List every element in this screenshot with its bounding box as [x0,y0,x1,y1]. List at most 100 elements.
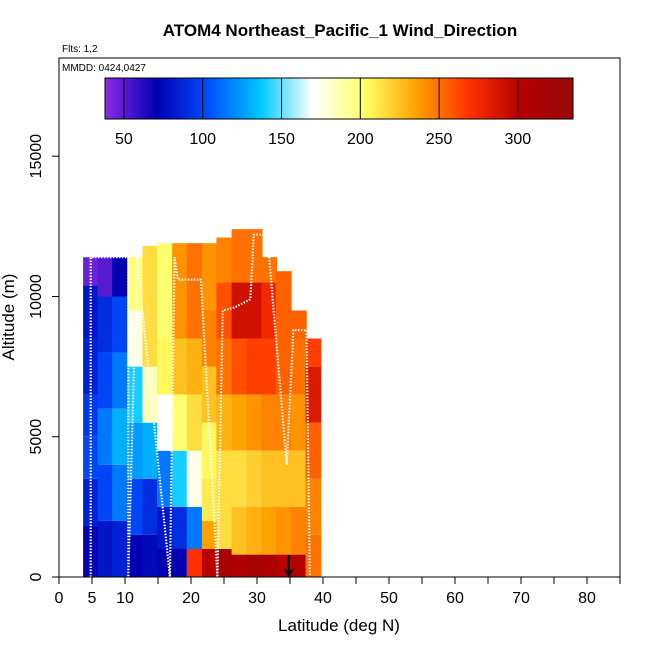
x-tick-label: 30 [248,590,266,607]
heatmap-cell [186,394,203,451]
heatmap-cell [246,394,263,451]
colorbar-tick-label: 200 [347,131,374,148]
heatmap-cell [186,548,203,577]
heatmap-column [186,243,203,577]
heatmap-cell [127,422,143,479]
heatmap-cell [291,506,307,555]
colorbar-tick-label: 100 [189,131,216,148]
heatmap-cell [231,394,248,451]
heatmap-cell [127,534,143,577]
heatmap-cell [291,394,307,451]
heatmap-cell [142,310,159,367]
heatmap-cell [246,282,263,339]
heatmap-cell [201,548,218,577]
y-axis: 0 5000 10000 15000 [28,134,59,581]
heatmap-cell [186,450,203,507]
colorbar-tick-label: 300 [504,131,531,148]
heatmap-cell [157,338,173,395]
colorbar: 50 100 150 200 250 300 [104,77,574,148]
heatmap-cell [83,257,99,286]
heatmap-cell [127,366,143,423]
y-tick-label: 10000 [28,274,45,319]
heatmap-column [291,310,307,577]
heatmap-cell [231,506,248,555]
heatmap-cell [142,246,159,311]
heatmap-cell [201,366,218,423]
heatmap-cell [291,450,307,507]
y-tick-label: 5000 [28,419,45,455]
arrow-marker-head [283,568,294,579]
heatmap-cell [157,243,173,339]
heatmap-cell [172,548,188,577]
dates-subtitle: MMDD: 0424,0427 [62,63,146,74]
heatmap-cell [246,506,263,555]
heatmap-cell [186,506,203,549]
heatmap-column [201,243,218,577]
heatmap [83,229,322,577]
heatmap-cell [201,243,218,311]
heatmap-cell [275,338,292,395]
heatmap-cell [305,366,322,423]
heatmap-cell [142,534,159,577]
heatmap-cell [291,310,307,339]
heatmap-cell [142,422,159,479]
x-axis: 0 5 10 20 30 40 50 60 70 80 [55,577,621,607]
heatmap-cell [172,394,188,451]
heatmap-column [142,246,159,577]
heatmap-cell [231,450,248,507]
heatmap-cell [275,554,292,577]
heatmap-cell [231,338,248,395]
x-tick-label: 0 [55,590,64,607]
heatmap-cell [112,296,128,353]
heatmap-cell [127,478,143,535]
flight-track-line [89,233,311,578]
heatmap-column [216,237,233,577]
heatmap-cell [261,338,277,395]
x-tick-label: 60 [446,590,464,607]
heatmap-cell [246,554,263,577]
heatmap-column [275,271,292,577]
x-tick-label: 70 [512,590,530,607]
heatmap-cell [97,257,114,297]
heatmap-column [246,229,263,577]
heatmap-cell [97,296,114,353]
heatmap-cell [305,338,322,367]
y-axis-label: Altitude (m) [0,274,18,361]
x-tick-label: 40 [314,590,332,607]
heatmap-column [231,229,248,577]
heatmap-cell [172,506,188,549]
y-tick-label: 0 [28,572,45,581]
x-tick-label: 50 [380,590,398,607]
heatmap-cell [216,506,233,549]
heatmap-column [261,257,277,577]
heatmap-cell [246,450,263,507]
flights-subtitle: Flts: 1,2 [62,44,98,55]
heatmap-cell [216,394,233,451]
x-tick-label: 20 [182,590,200,607]
heatmap-cell [291,554,307,577]
heatmap-cell [216,548,233,577]
heatmap-cell [261,554,277,577]
heatmap-cell [201,422,218,479]
heatmap-cell [291,338,307,395]
heatmap-cell [112,352,128,409]
heatmap-cell [97,352,114,409]
heatmap-cell [142,478,159,535]
heatmap-column [172,243,188,577]
heatmap-cell [186,243,203,339]
x-axis-label: Latitude (deg N) [278,616,400,635]
heatmap-cell [305,534,322,577]
heatmap-cell [275,271,292,339]
x-tick-label: 10 [116,590,134,607]
heatmap-cell [112,408,128,465]
heatmap-cell [83,478,99,527]
heatmap-column [112,257,128,577]
heatmap-cell [112,464,128,521]
heatmap-cell [97,464,114,521]
chart-title: ATOM4 Northeast_Pacific_1 Wind_Direction [163,21,517,40]
colorbar-tick-label: 250 [426,131,453,148]
heatmap-cell [172,338,188,395]
heatmap-cell [261,450,277,507]
heatmap-cell [157,394,173,451]
colorbar-gradient [104,77,574,120]
